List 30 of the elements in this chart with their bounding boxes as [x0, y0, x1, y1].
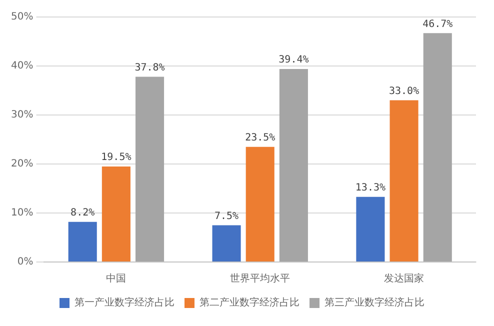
bar	[212, 225, 241, 262]
y-tick-label: 50%	[10, 12, 34, 23]
y-tick-label: 20%	[10, 158, 34, 170]
bar	[68, 222, 97, 262]
legend-label: 第三产业数字经济占比	[324, 296, 424, 309]
x-tick-label: 世界平均水平	[230, 272, 290, 285]
data-label: 33.0%	[388, 86, 420, 97]
bar	[390, 100, 418, 262]
bar	[136, 76, 164, 262]
y-tick-label: 0%	[17, 256, 34, 268]
data-label: 39.4%	[278, 54, 309, 66]
data-label: 19.5%	[101, 152, 132, 164]
bar	[246, 146, 274, 262]
data-label: 13.3%	[355, 182, 386, 194]
legend-label: 第一产业数字经济占比	[74, 296, 174, 309]
data-label: 23.5%	[245, 132, 276, 144]
data-label: 46.7%	[422, 18, 453, 30]
bar	[279, 68, 308, 262]
data-label: 37.8%	[134, 62, 165, 74]
legend-label: 第二产业数字经济占比	[200, 296, 300, 309]
x-tick-label: 中国	[106, 272, 126, 285]
bar	[423, 33, 452, 262]
bar	[356, 196, 385, 262]
bar	[102, 166, 130, 262]
data-label: 8.2%	[70, 207, 95, 218]
y-tick-label: 10%	[10, 208, 34, 219]
y-tick-label: 30%	[10, 110, 34, 121]
y-tick-label: 40%	[10, 60, 34, 72]
data-label: 7.5%	[214, 210, 239, 222]
x-tick-label: 发达国家	[384, 272, 424, 285]
